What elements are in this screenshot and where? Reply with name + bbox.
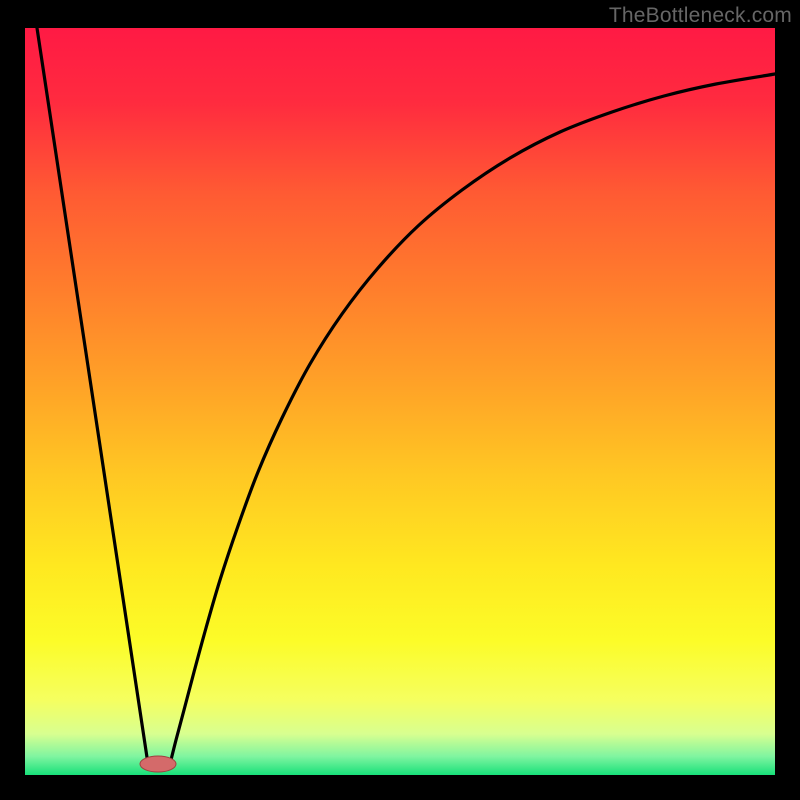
chart-container: TheBottleneck.com (0, 0, 800, 800)
plot-gradient-area (25, 28, 775, 775)
minimum-marker (140, 756, 176, 772)
bottleneck-chart (0, 0, 800, 800)
watermark-text: TheBottleneck.com (609, 4, 792, 28)
